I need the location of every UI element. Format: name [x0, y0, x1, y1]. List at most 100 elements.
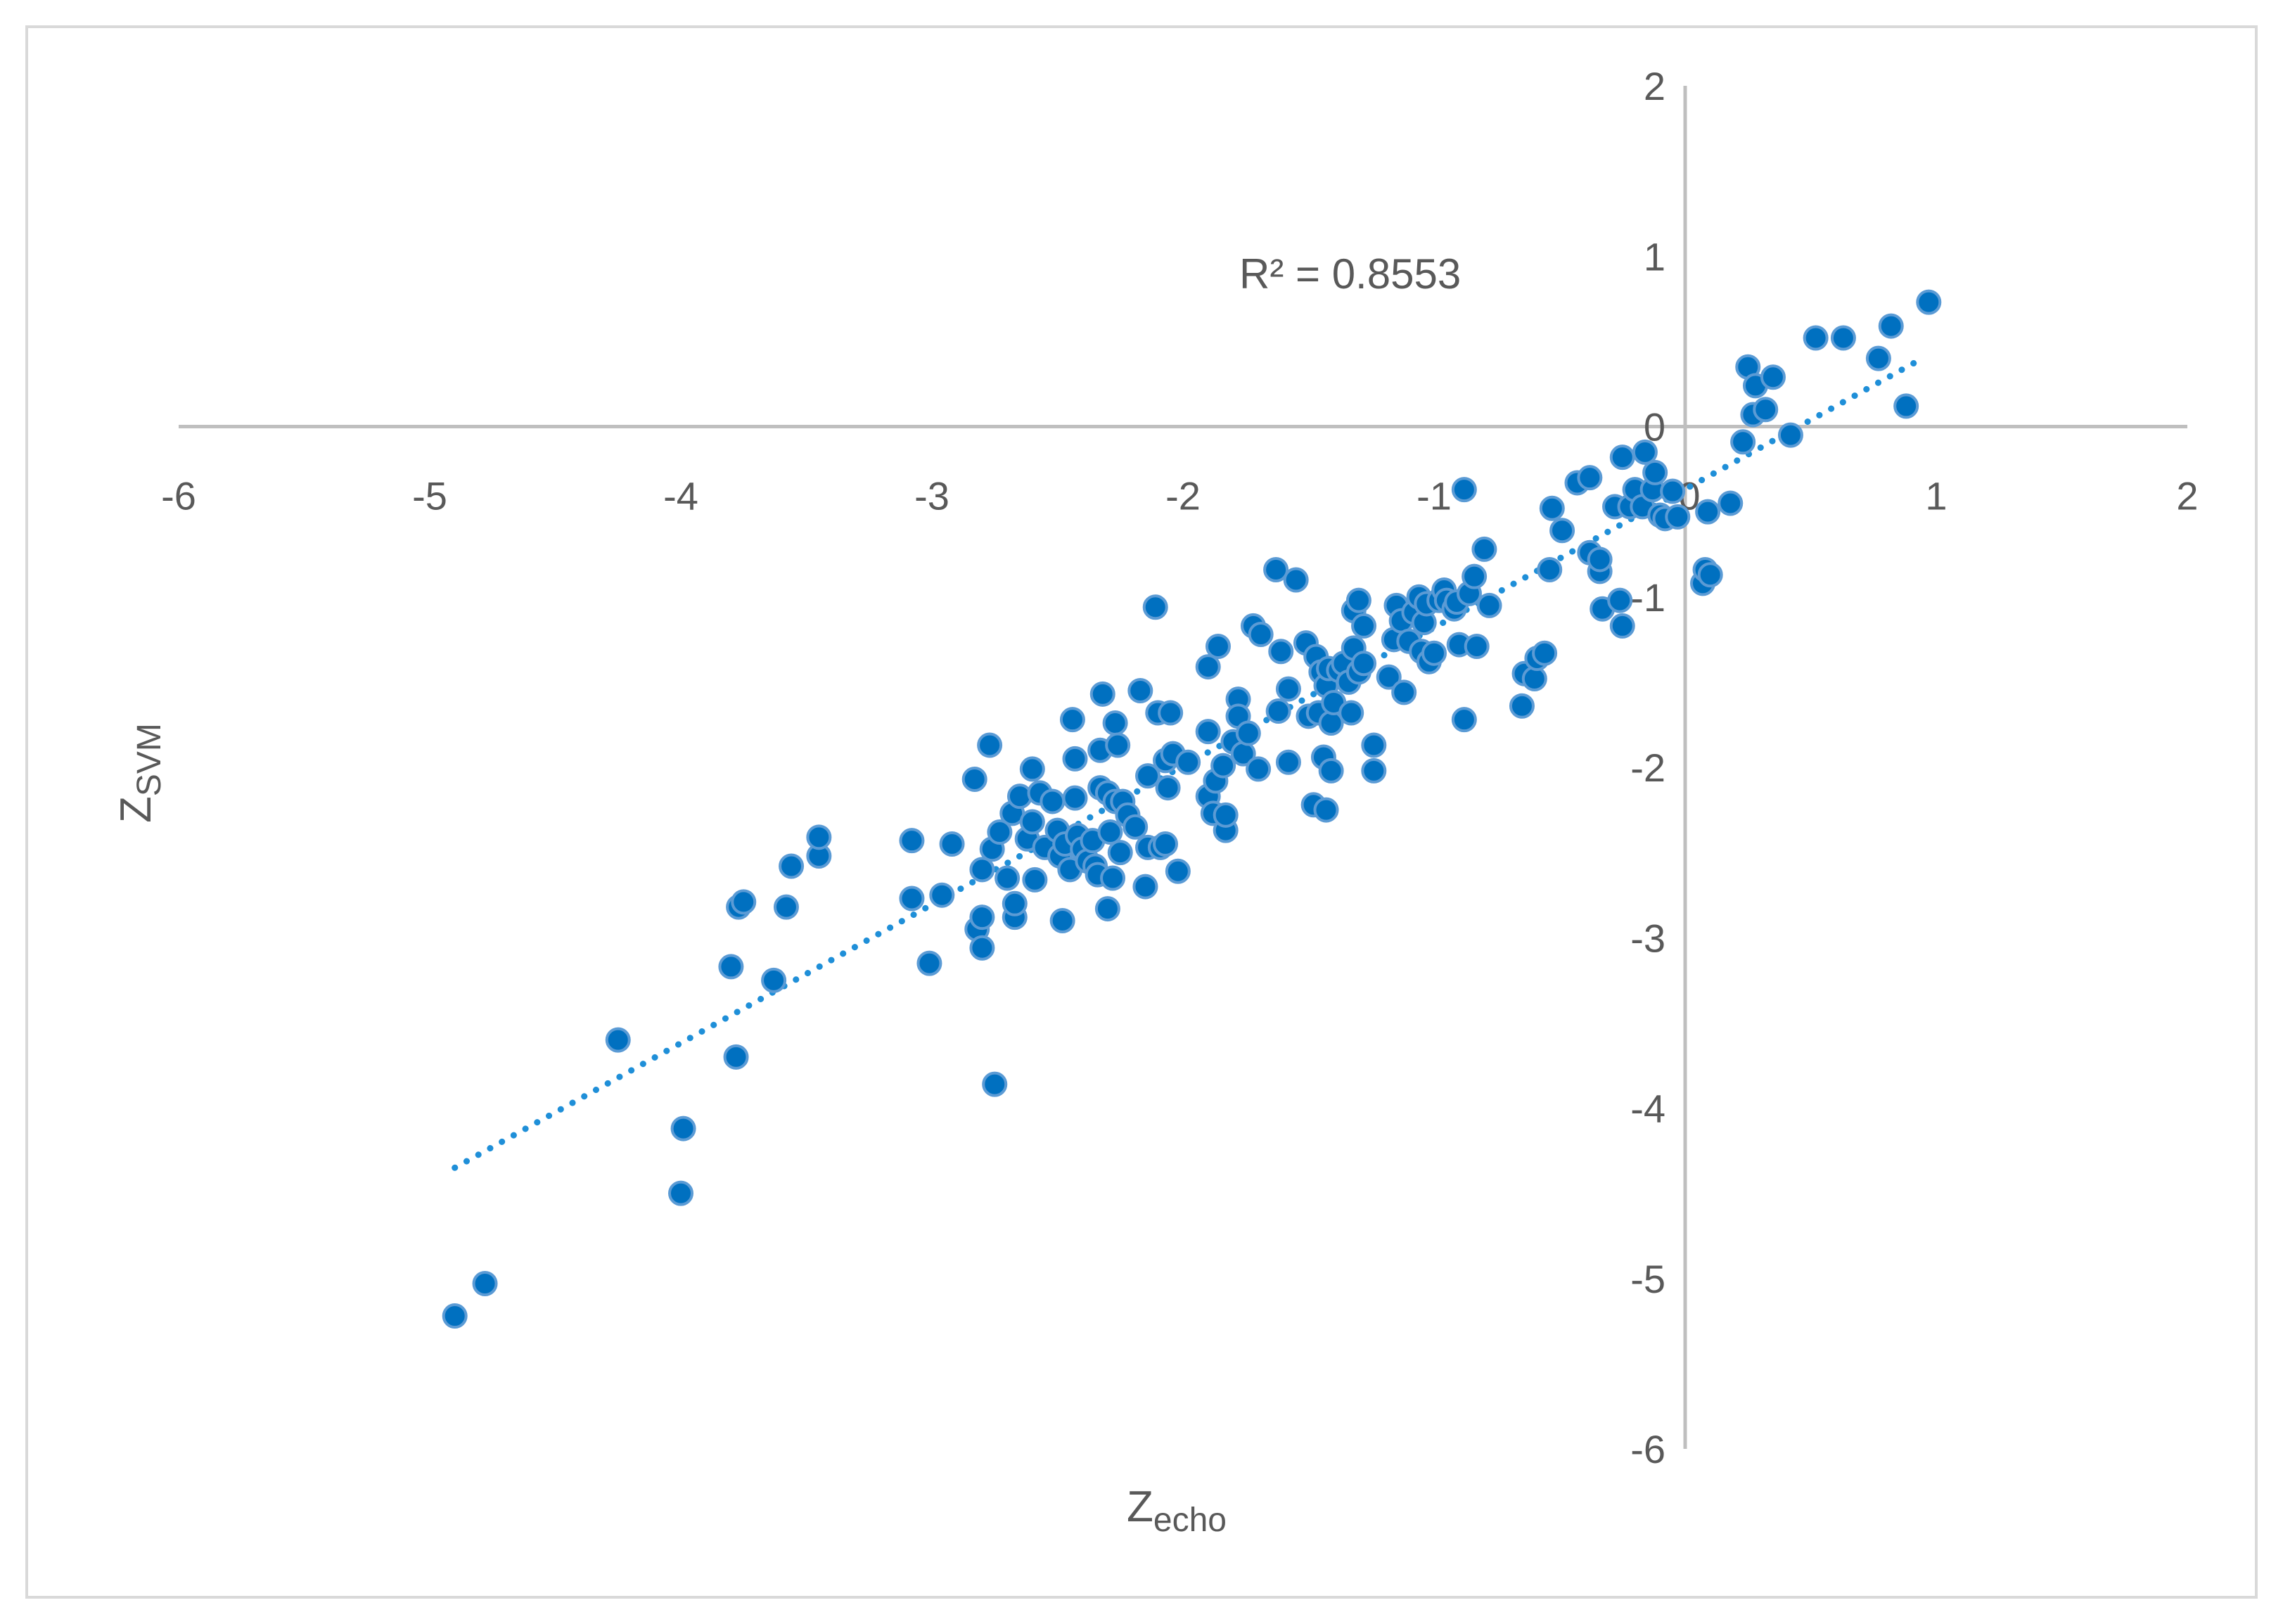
data-point [1248, 622, 1274, 648]
data-point [1165, 858, 1191, 884]
data-point [1476, 592, 1502, 618]
data-point [1549, 518, 1575, 544]
data-point [773, 894, 799, 920]
x-tick-label: -3 [914, 474, 949, 518]
y-tick-label: -2 [1630, 746, 1665, 790]
data-point [1142, 594, 1168, 620]
data-point [1916, 289, 1942, 315]
y-tick-label: -6 [1630, 1427, 1665, 1471]
data-point [1153, 831, 1179, 857]
data-point [1062, 785, 1088, 811]
data-point [1235, 720, 1261, 746]
data-point [723, 1044, 749, 1070]
data-point [1632, 439, 1658, 465]
data-point [1361, 732, 1387, 758]
x-tick-label: -2 [1165, 474, 1201, 518]
data-point [1865, 345, 1891, 371]
data-point [1451, 477, 1477, 503]
data-point [1532, 640, 1558, 666]
x-axis-title-subscript: echo [1153, 1502, 1227, 1539]
x-tick-label: -6 [161, 474, 196, 518]
data-point [1660, 478, 1686, 504]
data-point [969, 935, 995, 961]
data-point [1019, 756, 1045, 782]
data-point [1195, 719, 1221, 745]
data-point [995, 865, 1021, 891]
data-point [1893, 393, 1919, 419]
data-point [442, 1303, 468, 1329]
data-point [806, 824, 832, 850]
data-point [605, 1027, 631, 1053]
data-point [1127, 677, 1153, 703]
data-point [1642, 459, 1668, 485]
data-point [1464, 634, 1490, 660]
data-point [1107, 840, 1133, 866]
data-point [1391, 679, 1417, 705]
x-tick-label: 1 [1925, 474, 1947, 518]
y-tick-label: 2 [1644, 64, 1665, 108]
data-point [1059, 707, 1085, 733]
data-point [1351, 613, 1377, 639]
data-point [1175, 749, 1201, 775]
axes [179, 86, 2187, 1449]
data-point [1878, 313, 1904, 339]
data-point [899, 885, 925, 912]
data-point [1537, 556, 1563, 582]
data-point [1609, 445, 1635, 471]
data-point [1777, 422, 1803, 448]
x-tick-label: -5 [412, 474, 447, 518]
data-point [1345, 587, 1371, 613]
data-point [899, 828, 925, 854]
data-point [1123, 814, 1149, 840]
data-point [1213, 802, 1239, 828]
data-point [1022, 867, 1048, 893]
data-point [1049, 908, 1075, 934]
data-point [1695, 499, 1721, 525]
data-point [929, 882, 955, 908]
data-point [1361, 757, 1387, 784]
y-axis-title-main: Z [112, 796, 160, 823]
data-point [1135, 763, 1161, 789]
x-axis-title-main: Z [1127, 1483, 1153, 1531]
data-point [1040, 788, 1066, 814]
data-point [779, 853, 805, 879]
data-point [1158, 700, 1184, 726]
data-point [1509, 693, 1535, 719]
data-point [1313, 797, 1339, 823]
data-point [1753, 397, 1779, 423]
data-point [1609, 613, 1635, 639]
y-tick-label: -4 [1630, 1087, 1665, 1131]
data-point [1275, 749, 1301, 775]
y-tick-label: -1 [1630, 575, 1665, 620]
chart-frame [25, 25, 2258, 1599]
data-point [1338, 700, 1364, 726]
data-point [1155, 775, 1181, 801]
data-point [668, 1180, 693, 1206]
y-tick-label: 1 [1644, 234, 1665, 279]
data-point [1730, 429, 1756, 455]
data-point [1471, 536, 1497, 562]
data-point [1539, 495, 1565, 521]
data-point [969, 857, 995, 883]
data-point [718, 954, 744, 980]
y-tick-label: -5 [1630, 1257, 1665, 1301]
data-point [1803, 325, 1829, 351]
data-point [1205, 634, 1231, 660]
data-point [1607, 587, 1633, 613]
data-point [969, 904, 995, 931]
data-point [1760, 364, 1786, 390]
data-point [987, 819, 1013, 845]
data-point [1102, 710, 1128, 736]
data-point [761, 967, 787, 993]
r-squared-annotation: R² = 0.8553 [1239, 250, 1461, 298]
data-point [1697, 562, 1723, 588]
data-point [1283, 567, 1309, 593]
data-point [961, 766, 987, 792]
data-points [442, 289, 1942, 1329]
data-point [1421, 640, 1447, 666]
data-point [1665, 504, 1691, 530]
data-point [1351, 651, 1377, 677]
data-point [1094, 896, 1120, 922]
data-point [731, 889, 757, 915]
